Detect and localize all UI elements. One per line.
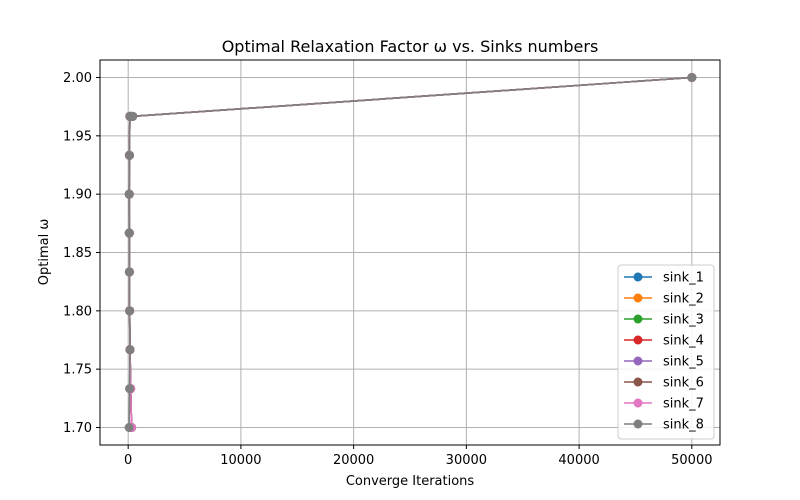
data-point: [125, 306, 135, 316]
data-point: [125, 345, 135, 355]
legend-item: sink_1: [624, 271, 704, 286]
legend-marker: [633, 398, 643, 408]
x-tick-label: 20000: [333, 453, 374, 468]
series-layer: [124, 73, 697, 432]
legend-item: sink_4: [624, 334, 704, 349]
y-tick-label: 2.00: [63, 71, 92, 86]
x-axis: 0 10000 20000 30000 40000 50000: [124, 445, 712, 468]
legend-item: sink_7: [624, 397, 704, 412]
legend-label: sink_8: [663, 418, 704, 433]
legend-label: sink_2: [663, 292, 704, 307]
legend-label: sink_5: [663, 355, 704, 370]
x-axis-title: Converge Iterations: [346, 474, 475, 489]
legend-item: sink_3: [624, 313, 704, 328]
legend-label: sink_1: [663, 271, 704, 286]
y-axis: 1.70 1.75 1.80 1.85 1.90 1.95 2.00: [63, 71, 100, 436]
legend-label: sink_3: [663, 313, 704, 328]
y-tick-label: 1.75: [63, 363, 92, 378]
legend-item: sink_6: [624, 376, 704, 391]
series-sink_8: [124, 73, 697, 432]
legend: sink_1 sink_2 sink_3 sink_4 sink_5 sink_6sink…: [617, 264, 715, 440]
x-tick-label: 10000: [220, 453, 261, 468]
data-point: [128, 111, 138, 121]
y-tick-label: 1.90: [63, 188, 92, 203]
y-tick-label: 1.80: [63, 304, 92, 319]
data-point: [124, 150, 134, 160]
y-axis-title: Optimal ω: [37, 219, 52, 285]
x-tick-label: 0: [124, 453, 132, 468]
chart-title: Optimal Relaxation Factor ω vs. Sinks nu…: [222, 37, 599, 56]
grid-lines: [100, 60, 720, 445]
legend-item: sink_5: [624, 355, 704, 370]
legend-marker: [633, 314, 643, 324]
data-point: [124, 267, 134, 277]
legend-item: sink_2: [624, 292, 704, 307]
x-tick-label: 30000: [446, 453, 487, 468]
y-tick-label: 1.70: [63, 421, 92, 436]
data-point: [124, 228, 134, 238]
legend-label: sink_4: [663, 334, 704, 349]
legend-marker: [633, 356, 643, 366]
legend-marker: [633, 272, 643, 282]
data-point: [124, 189, 134, 199]
legend-box: [617, 264, 715, 440]
y-tick-label: 1.95: [63, 129, 92, 144]
legend-marker: [633, 419, 643, 429]
legend-marker: [633, 293, 643, 303]
legend-marker: [633, 335, 643, 345]
legend-label: sink_7: [663, 397, 704, 412]
y-tick-label: 1.85: [63, 246, 92, 261]
data-point: [687, 73, 697, 82]
legend-item: sink_8: [624, 418, 704, 433]
x-tick-label: 50000: [671, 453, 712, 468]
data-point: [125, 384, 135, 394]
legend-label: sink_6: [663, 376, 704, 391]
data-point: [124, 423, 134, 432]
legend-marker: [633, 377, 643, 387]
x-tick-label: 40000: [558, 453, 599, 468]
